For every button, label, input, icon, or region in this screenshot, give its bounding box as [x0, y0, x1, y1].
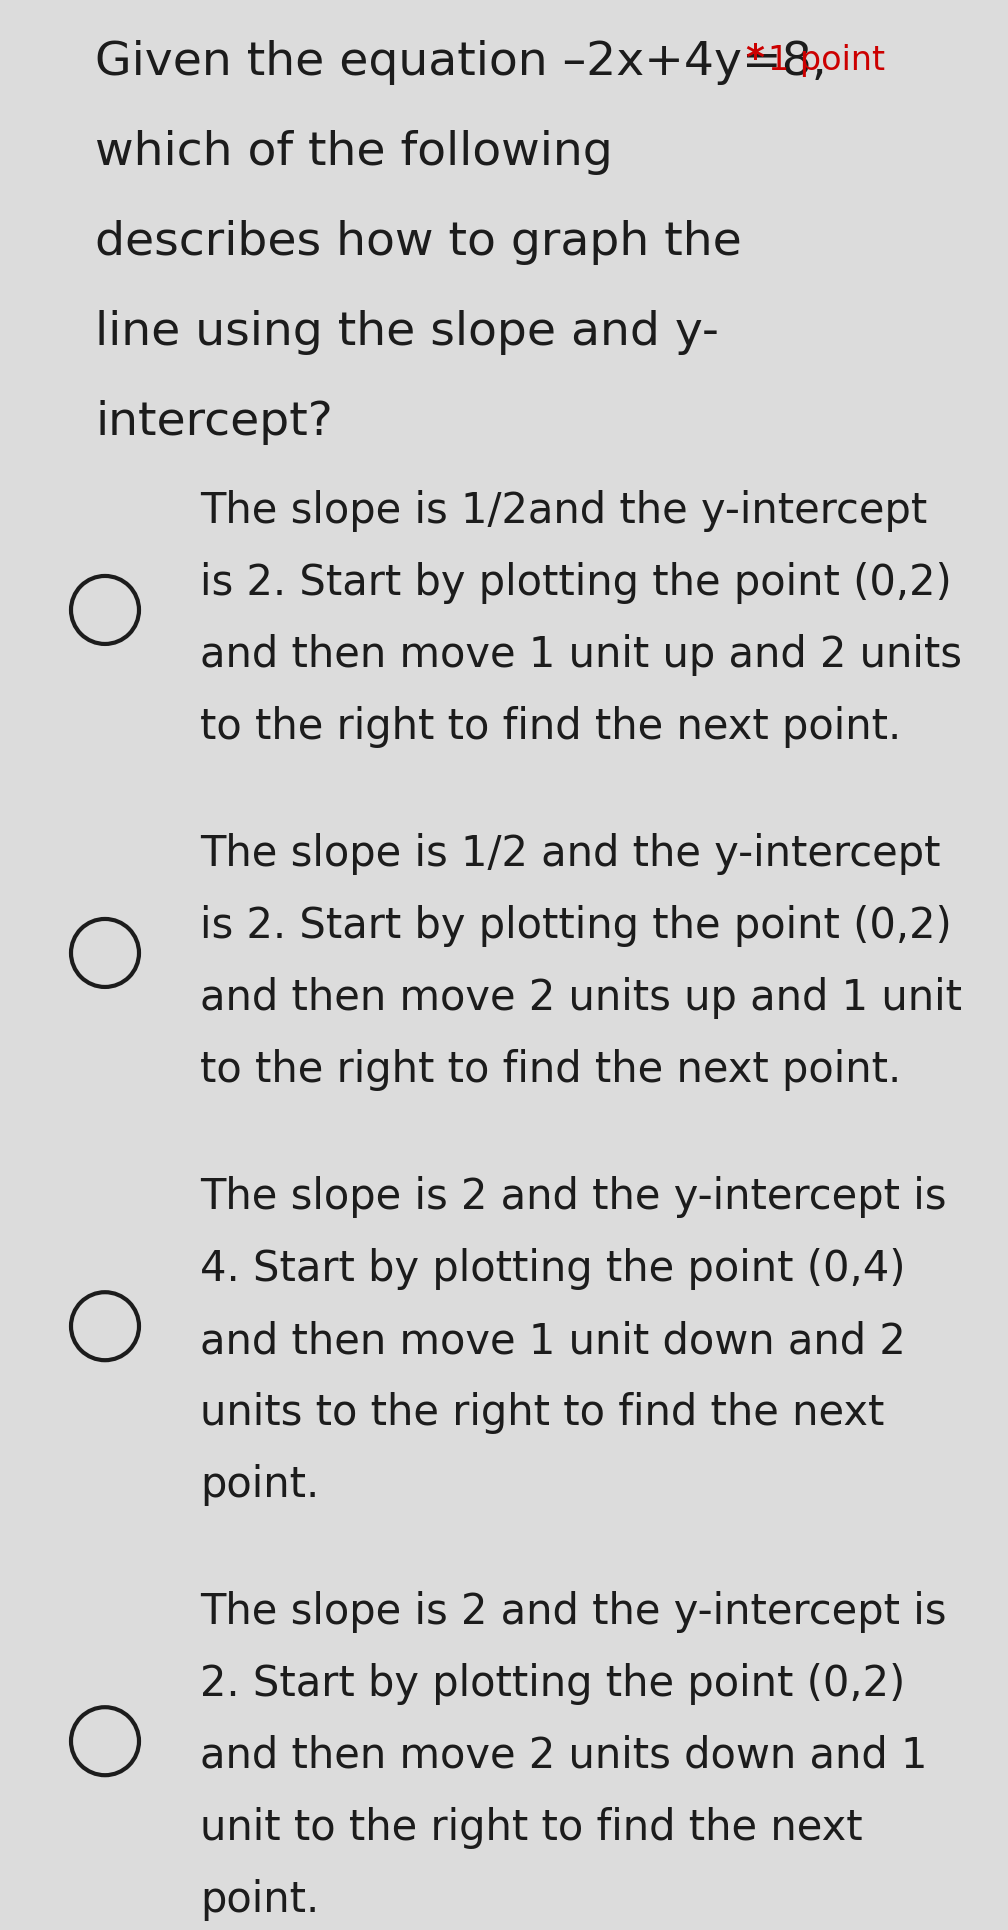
Text: point.: point.	[200, 1878, 320, 1920]
Text: 4. Start by plotting the point (0,4): 4. Start by plotting the point (0,4)	[200, 1247, 905, 1289]
Text: units to the right to find the next: units to the right to find the next	[200, 1392, 884, 1434]
Text: to the right to find the next point.: to the right to find the next point.	[200, 706, 901, 747]
Text: is 2. Start by plotting the point (0,2): is 2. Start by plotting the point (0,2)	[200, 562, 952, 604]
Text: is 2. Start by plotting the point (0,2): is 2. Start by plotting the point (0,2)	[200, 905, 952, 946]
Text: Given the equation –2x+4y=8,: Given the equation –2x+4y=8,	[95, 41, 827, 85]
Text: to the right to find the next point.: to the right to find the next point.	[200, 1048, 901, 1090]
Text: and then move 2 units up and 1 unit: and then move 2 units up and 1 unit	[200, 977, 962, 1019]
Text: unit to the right to find the next: unit to the right to find the next	[200, 1806, 863, 1849]
Text: The slope is 1/2 and the y-intercept: The slope is 1/2 and the y-intercept	[200, 832, 940, 874]
Text: 2. Start by plotting the point (0,2): 2. Start by plotting the point (0,2)	[200, 1662, 905, 1704]
Text: and then move 2 units down and 1: and then move 2 units down and 1	[200, 1733, 927, 1776]
Text: The slope is 2 and the y-intercept is: The slope is 2 and the y-intercept is	[200, 1590, 947, 1633]
Text: and then move 1 unit down and 2: and then move 1 unit down and 2	[200, 1320, 906, 1361]
Text: *: *	[745, 42, 764, 75]
Text: 1 point: 1 point	[768, 44, 885, 77]
Text: line using the slope and y-: line using the slope and y-	[95, 311, 719, 355]
Text: describes how to graph the: describes how to graph the	[95, 220, 742, 264]
Text: point.: point.	[200, 1463, 320, 1505]
Text: The slope is 2 and the y-intercept is: The slope is 2 and the y-intercept is	[200, 1175, 947, 1218]
Text: intercept?: intercept?	[95, 400, 333, 444]
Text: and then move 1 unit up and 2 units: and then move 1 unit up and 2 units	[200, 633, 962, 676]
Text: The slope is 1/2and the y-intercept: The slope is 1/2and the y-intercept	[200, 490, 927, 533]
Text: which of the following: which of the following	[95, 129, 613, 176]
